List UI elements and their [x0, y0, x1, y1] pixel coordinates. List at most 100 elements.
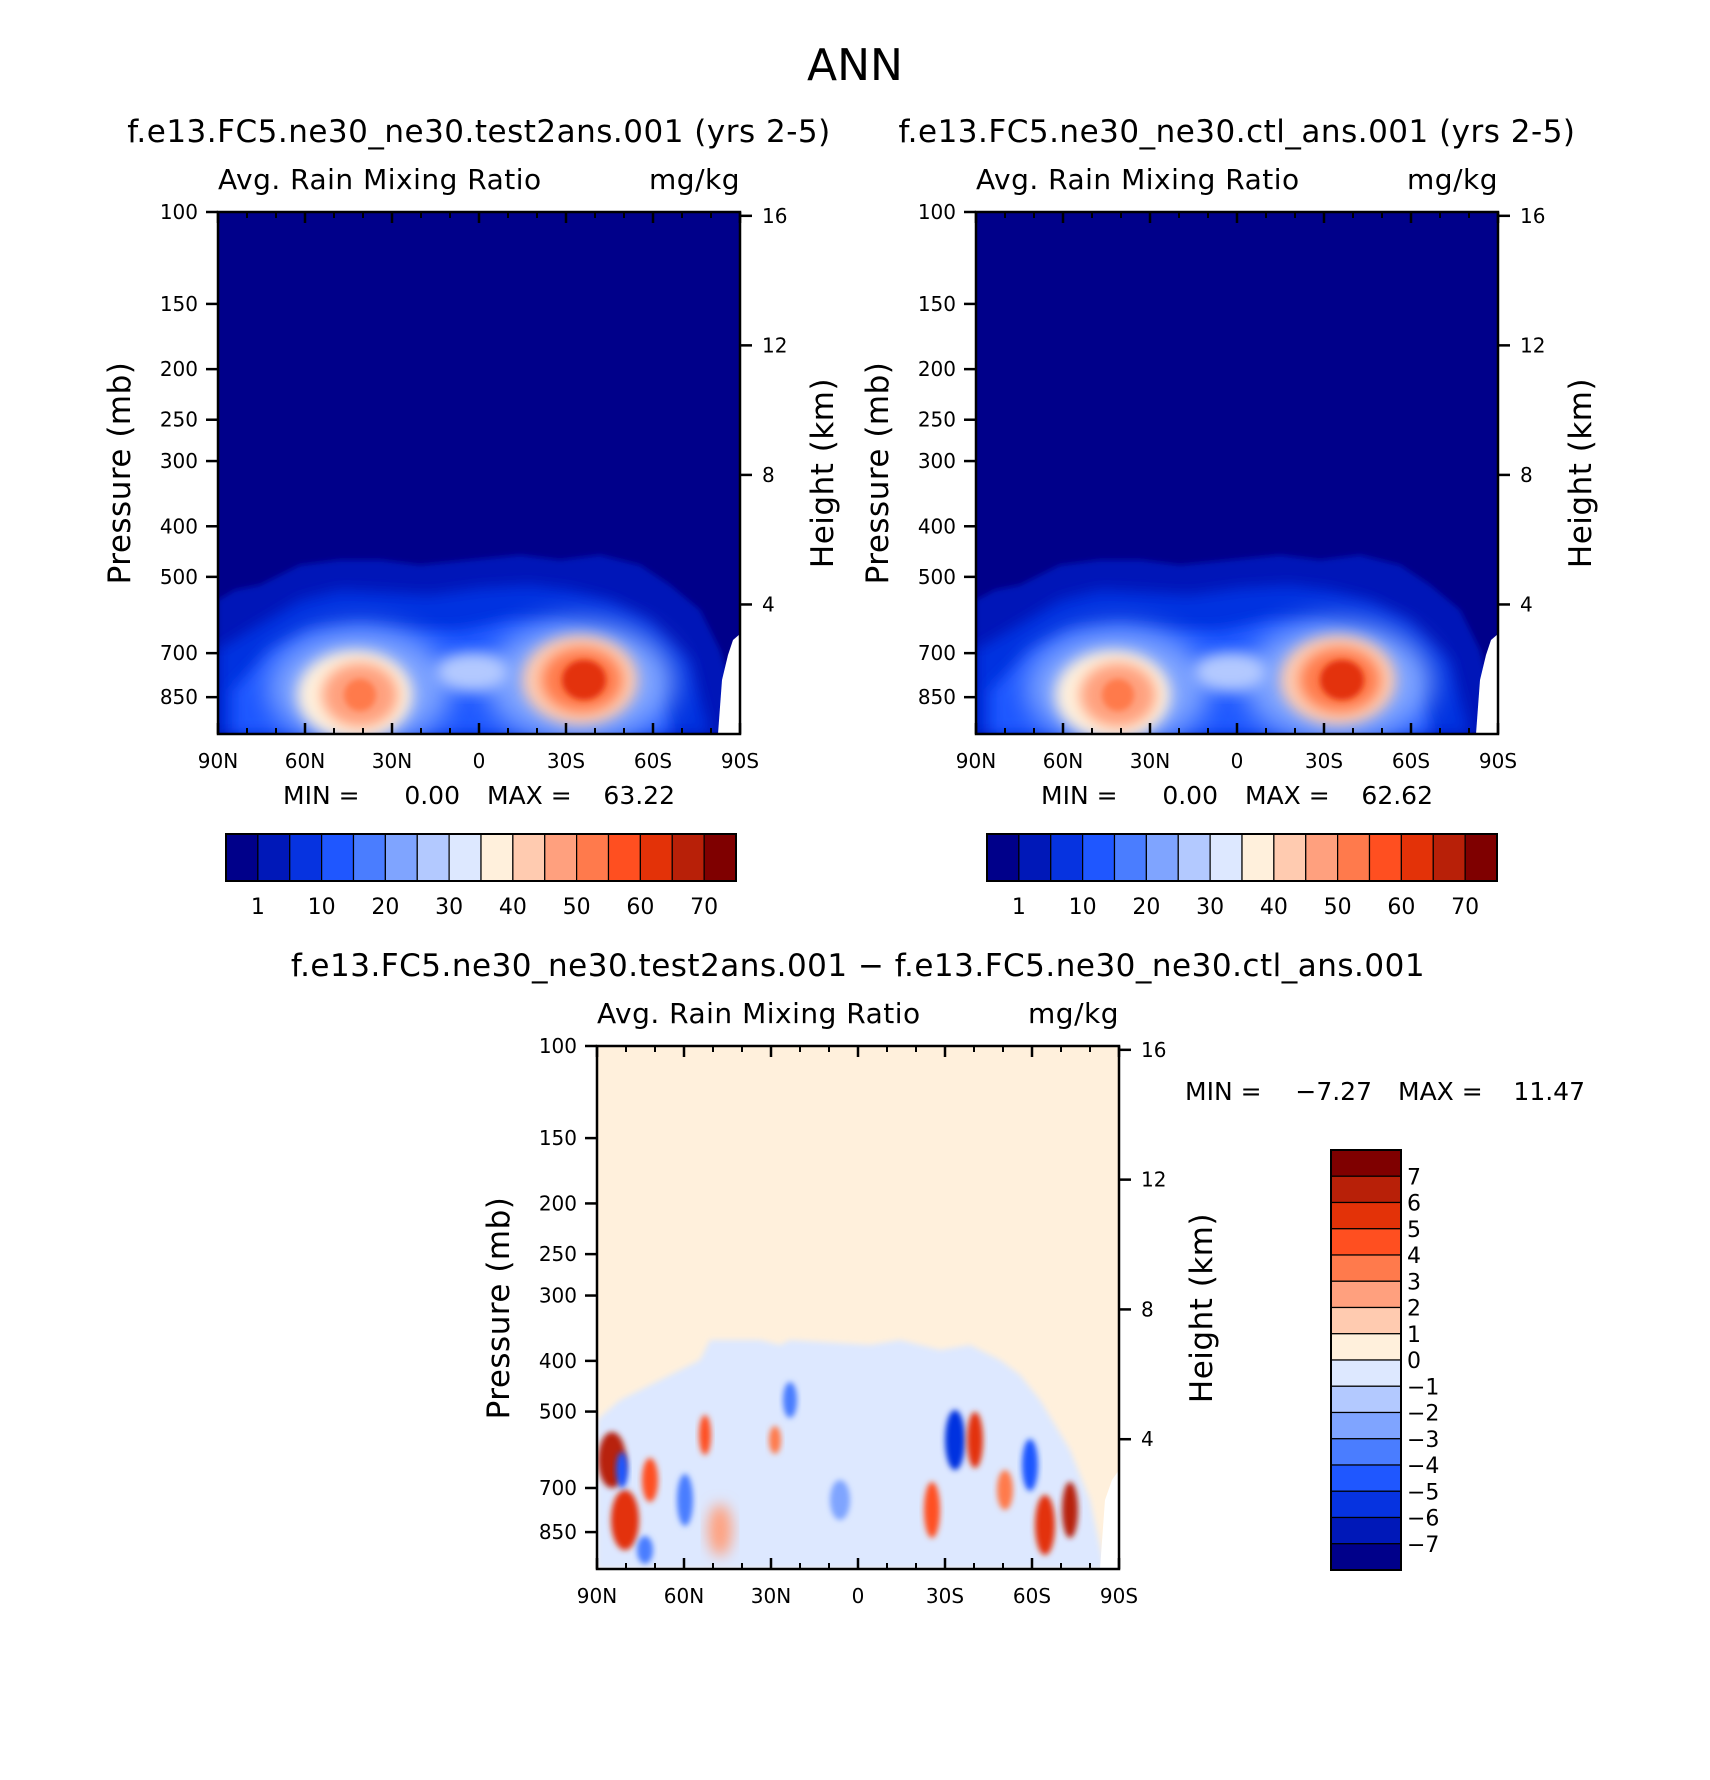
- field-anomaly: [708, 1504, 732, 1556]
- colorbar-label: 40: [1260, 895, 1288, 920]
- colorbar-swatch: [1273, 833, 1307, 882]
- colorbar-label: −7: [1407, 1533, 1439, 1558]
- panel-control-colorbar: 1 10 20 30 40 50 60 70: [986, 833, 1498, 920]
- y-tick-label: 200: [160, 357, 198, 381]
- field-anomaly: [1062, 1482, 1078, 1538]
- colorbar-swatch: [384, 833, 418, 882]
- colorbar-swatch: [1330, 1464, 1402, 1492]
- panel-test-y2-axis: 16 12 8 4: [740, 204, 787, 616]
- x-tick-label: 90N: [198, 749, 238, 773]
- colorbar-swatch: [639, 833, 673, 882]
- colorbar-label: 1: [251, 895, 265, 920]
- x-tick-label: 60N: [1043, 749, 1083, 773]
- field-missing: [718, 634, 740, 734]
- x-tick-label: 90S: [721, 749, 759, 773]
- field-anomaly: [783, 1382, 797, 1418]
- colorbar-swatch: [544, 833, 578, 882]
- y2-tick-label: 12: [1141, 1168, 1166, 1192]
- panel-control-max-value: 62.62: [1361, 781, 1433, 810]
- colorbar-swatch: [1330, 1385, 1402, 1414]
- field-anomaly: [997, 1470, 1013, 1510]
- colorbar-swatch: [448, 833, 482, 882]
- colorbar-swatch: [1330, 1280, 1402, 1309]
- colorbar-label: 3: [1407, 1270, 1421, 1295]
- x-tick-label: 30S: [547, 749, 585, 773]
- colorbar-swatch: [607, 833, 641, 882]
- colorbar-swatch: [1330, 1201, 1402, 1230]
- colorbar-label: 40: [499, 895, 527, 920]
- panel-test-colorbar: 1 10 20 30 40 50 60 70: [225, 833, 737, 920]
- colorbar-label: 50: [1324, 895, 1352, 920]
- panel-diff: f.e13.FC5.ne30_ne30.test2ans.001 − f.e13…: [291, 948, 1585, 1608]
- y2-tick-label: 16: [1141, 1038, 1166, 1062]
- y2-tick-label: 8: [1520, 463, 1533, 487]
- panel-diff-field: [597, 1046, 1119, 1569]
- figure-title: ANN: [807, 40, 903, 91]
- y-tick-label: 500: [539, 1400, 577, 1424]
- x-tick-label: 90N: [577, 1584, 617, 1608]
- colorbar-swatch: [289, 833, 323, 882]
- colorbar-swatch: [1050, 833, 1084, 882]
- panel-control-variable: Avg. Rain Mixing Ratio: [976, 163, 1300, 196]
- panel-diff-y2label: Height (km): [1184, 1213, 1220, 1403]
- panel-test: f.e13.FC5.ne30_ne30.test2ans.001 (yrs 2-…: [102, 114, 841, 920]
- colorbar-swatch: [671, 833, 705, 882]
- panel-diff-max-value: 11.47: [1513, 1077, 1585, 1106]
- panel-test-title: f.e13.FC5.ne30_ne30.test2ans.001 (yrs 2-…: [127, 114, 830, 150]
- y-tick-label: 100: [918, 200, 956, 224]
- colorbar-swatch: [1330, 1359, 1402, 1387]
- panel-test-units: mg/kg: [649, 163, 740, 196]
- colorbar-swatch: [1432, 833, 1466, 882]
- panel-test-variable: Avg. Rain Mixing Ratio: [218, 163, 542, 196]
- colorbar-label: −5: [1407, 1480, 1439, 1505]
- panel-diff-min-label: MIN =: [1185, 1077, 1262, 1106]
- panel-diff-y2-axis: 16 12 8 4: [1119, 1038, 1166, 1451]
- panel-test-y-axis: 100 150 200 250 300 400 500 700 850: [160, 200, 218, 709]
- panel-control-title: f.e13.FC5.ne30_ne30.ctl_ans.001 (yrs 2-5…: [898, 114, 1575, 150]
- field-anomaly: [699, 1415, 711, 1455]
- x-tick-label: 30N: [751, 1584, 791, 1608]
- panel-diff-units: mg/kg: [1028, 997, 1119, 1030]
- x-tick-label: 30N: [372, 749, 412, 773]
- x-tick-label: 90S: [1479, 749, 1517, 773]
- field-missing: [1100, 1470, 1119, 1569]
- y-tick-label: 150: [160, 292, 198, 316]
- y-tick-label: 300: [160, 449, 198, 473]
- colorbar-swatch: [1330, 1333, 1402, 1361]
- colorbar-swatch: [1330, 1175, 1402, 1204]
- y2-tick-label: 16: [762, 204, 787, 228]
- y-tick-label: 400: [160, 514, 198, 538]
- colorbar-swatch: [352, 833, 386, 882]
- field-anomaly: [830, 1480, 850, 1520]
- panel-control-max-label: MAX =: [1245, 781, 1330, 810]
- field-anomaly: [642, 1458, 658, 1502]
- field-anomaly: [945, 1410, 965, 1470]
- y-tick-label: 700: [160, 641, 198, 665]
- colorbar-label: 60: [1387, 895, 1415, 920]
- colorbar-swatch: [1113, 833, 1147, 882]
- panel-diff-x-axis: 90N 60N 30N 0 30S 60S 90S: [577, 1046, 1138, 1608]
- colorbar-swatch: [321, 833, 355, 882]
- y2-tick-label: 12: [762, 333, 787, 357]
- panel-diff-ylabel: Pressure (mb): [481, 1197, 517, 1420]
- colorbar-label: −1: [1407, 1375, 1439, 1400]
- field-anomaly: [616, 1452, 628, 1488]
- colorbar-swatch: [1330, 1438, 1402, 1466]
- panel-test-min-value: 0.00: [404, 781, 460, 810]
- colorbar-swatch: [1330, 1411, 1402, 1440]
- field-anomaly: [1035, 1495, 1055, 1555]
- x-tick-label: 0: [473, 749, 486, 773]
- y-tick-label: 250: [160, 408, 198, 432]
- colorbar-swatch: [1330, 1516, 1402, 1545]
- colorbar-swatch: [576, 833, 610, 882]
- y-tick-label: 200: [539, 1191, 577, 1215]
- colorbar-swatch: [1330, 1254, 1402, 1282]
- y-tick-label: 150: [539, 1126, 577, 1150]
- colorbar-swatch: [986, 833, 1020, 882]
- panel-diff-max-label: MAX =: [1398, 1077, 1483, 1106]
- y-tick-label: 250: [918, 408, 956, 432]
- field-anomaly: [611, 1490, 639, 1550]
- field-blob-sh-4: [562, 660, 606, 700]
- y2-tick-label: 16: [1520, 204, 1545, 228]
